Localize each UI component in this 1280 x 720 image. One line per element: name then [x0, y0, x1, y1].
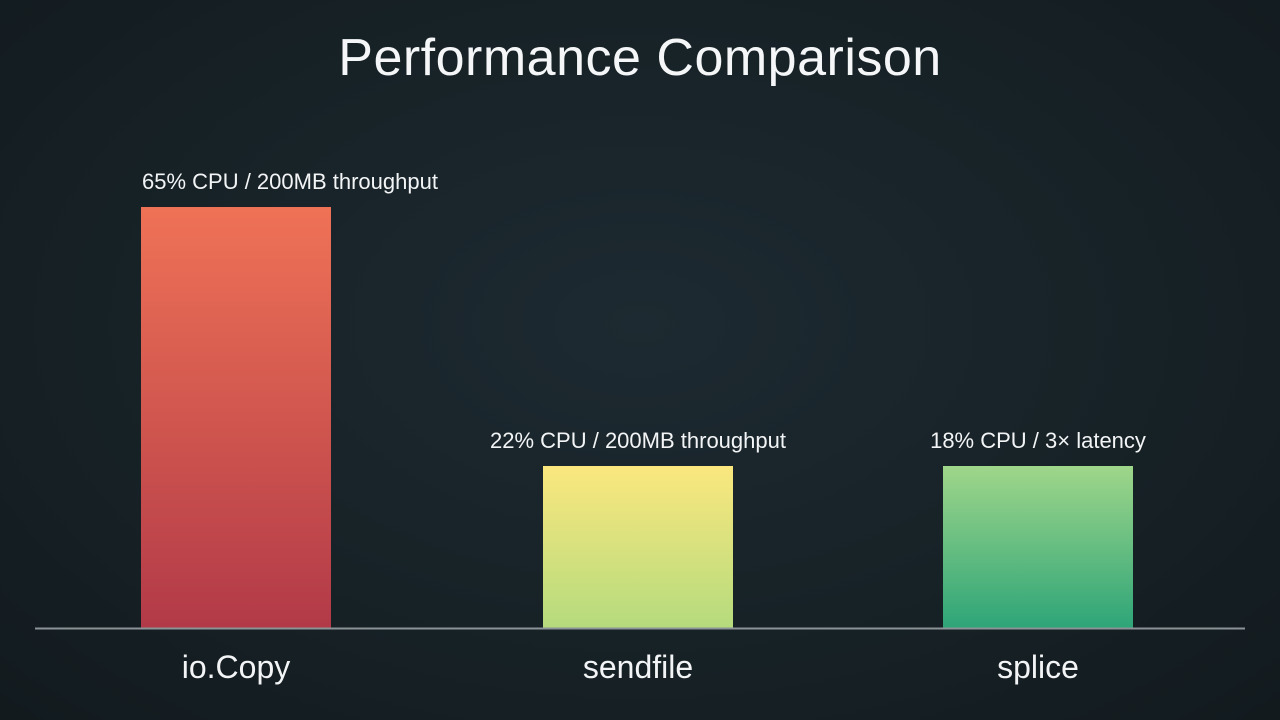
- chart-title: Performance Comparison: [338, 29, 942, 87]
- bar-splice: [943, 466, 1133, 628]
- data-label: 22% CPU / 200MB throughput: [490, 428, 786, 453]
- bars-layer: [141, 207, 1133, 628]
- data-label: 18% CPU / 3× latency: [930, 428, 1146, 453]
- bar-io-copy: [141, 207, 331, 628]
- category-label: io.Copy: [182, 649, 291, 685]
- category-label: sendfile: [583, 649, 693, 685]
- bar-sendfile: [543, 466, 733, 628]
- category-label: splice: [997, 649, 1079, 685]
- labels-layer: 65% CPU / 200MB throughput io.Copy 22% CPU…: [142, 169, 1146, 685]
- data-label: 65% CPU / 200MB throughput: [142, 169, 438, 194]
